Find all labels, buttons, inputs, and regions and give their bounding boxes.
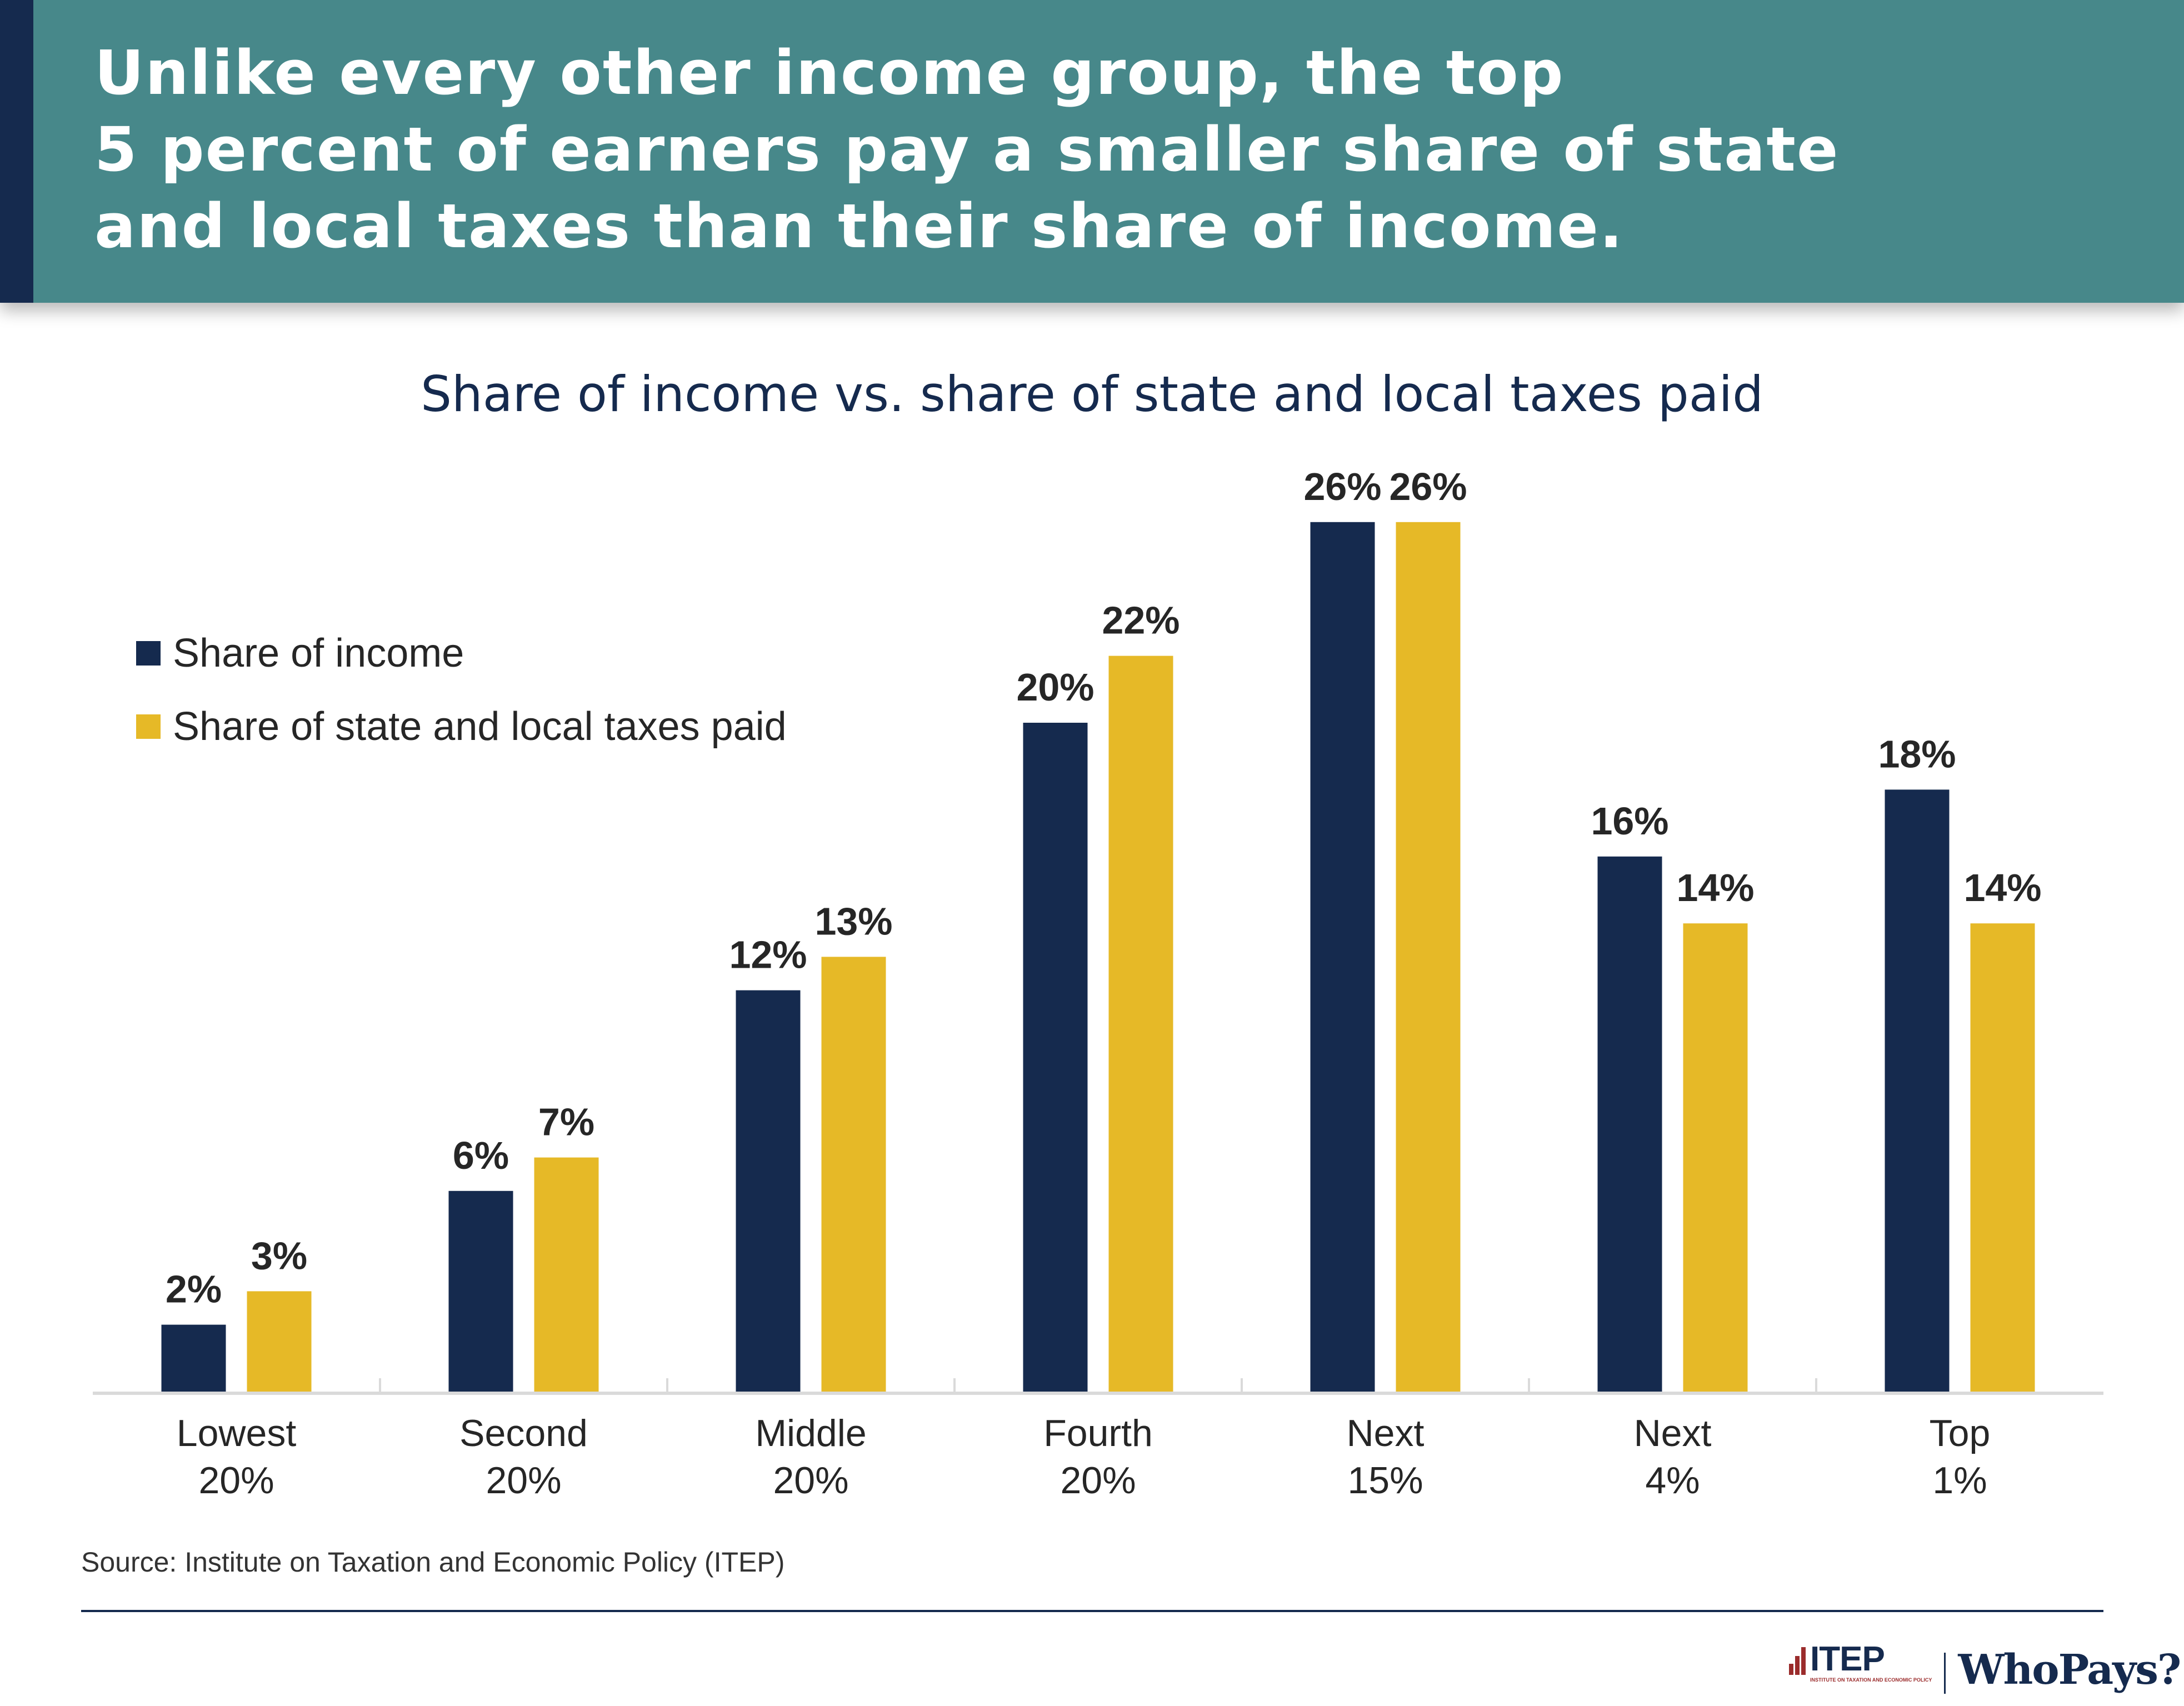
legend-swatch-taxes (136, 714, 161, 739)
x-tick-label: Next (1347, 1412, 1425, 1454)
legend-item-taxes: Share of state and local taxes paid (136, 690, 787, 763)
axis-tick (666, 1378, 668, 1392)
bar-income (1885, 789, 1950, 1392)
data-label-taxes: 7% (538, 1100, 594, 1144)
axis-tick (379, 1378, 381, 1392)
x-tick-label: Second (459, 1412, 588, 1454)
x-tick-label: 20% (773, 1459, 848, 1502)
x-axis-baseline (93, 1392, 2103, 1395)
bar-chart: 2% 3% Lowest 20% 6% 7% Second 20% 12%13% Middle 20… (93, 465, 2103, 1502)
bar-taxes (534, 1157, 599, 1392)
x-tick-label: Lowest (177, 1412, 297, 1454)
axis-tick (1241, 1378, 1243, 1392)
bar-income (161, 1324, 226, 1392)
x-tick-label: Fourth (1043, 1412, 1153, 1454)
itep-logo-subtext: INSTITUTE ON TAXATION AND ECONOMIC POLIC… (1810, 1677, 1932, 1683)
legend-item-income: Share of income (136, 617, 787, 690)
data-label-income: 26% (1303, 465, 1381, 508)
x-tick-label: Middle (755, 1412, 866, 1454)
data-label-income: 18% (1878, 732, 1956, 776)
data-label-taxes: 13% (814, 899, 892, 943)
data-label-taxes: 14% (1963, 866, 2041, 909)
bar-taxes (247, 1291, 312, 1392)
data-label-income: 12% (729, 933, 807, 977)
data-label-taxes: 3% (251, 1234, 307, 1277)
x-tick-label: 20% (1060, 1459, 1136, 1502)
header-accent-stripe (0, 0, 33, 303)
x-tick-label: 1% (1932, 1459, 1987, 1502)
data-label-taxes: 22% (1102, 599, 1180, 642)
headline-line: Unlike every other income group, the top (94, 37, 1565, 108)
data-label-income: 16% (1591, 799, 1668, 843)
bar-taxes (1108, 656, 1173, 1392)
x-tick-label: 15% (1347, 1459, 1423, 1502)
data-label-taxes: 14% (1676, 866, 1754, 909)
bar-taxes (1683, 923, 1748, 1392)
x-tick-label: 4% (1645, 1459, 1700, 1502)
data-label-taxes: 26% (1389, 465, 1467, 508)
bar-income (1310, 522, 1375, 1392)
x-tick-label: 20% (198, 1459, 274, 1502)
x-tick-label: Top (1930, 1412, 1991, 1454)
bar-income (448, 1190, 513, 1392)
whopays-logo: WhoPays? (1958, 1646, 2181, 1694)
x-tick-label: 20% (486, 1459, 561, 1502)
itep-logo-text: ITEP (1810, 1640, 1885, 1678)
bar-income (736, 990, 801, 1392)
axis-tick (953, 1378, 956, 1392)
headline: Unlike every other income group, the top… (94, 34, 1983, 264)
bar-taxes (821, 957, 886, 1392)
headline-line: and local taxes than their share of inco… (94, 191, 1624, 262)
legend-swatch-income (136, 641, 161, 666)
data-label-income: 20% (1016, 666, 1094, 709)
chart-title: Share of income vs. share of state and l… (421, 366, 1763, 423)
legend-label: Share of income (173, 631, 464, 676)
axis-tick (1815, 1378, 1817, 1392)
itep-bars-icon (1789, 1647, 1809, 1675)
bar-income (1597, 856, 1662, 1392)
source-note: Source: Institute on Taxation and Econom… (81, 1547, 785, 1578)
footer-divider (81, 1610, 2103, 1612)
bar-taxes (1396, 522, 1461, 1392)
legend: Share of income Share of state and local… (136, 617, 787, 763)
itep-logo: ITEP INSTITUTE ON TAXATION AND ECONOMIC … (1810, 1630, 1932, 1683)
header-banner: Unlike every other income group, the top… (0, 0, 2184, 303)
headline-line: 5 percent of earners pay a smaller share… (94, 114, 1840, 185)
x-tick-label: Next (1634, 1412, 1712, 1454)
legend-label: Share of state and local taxes paid (173, 704, 787, 749)
data-label-income: 6% (453, 1134, 509, 1177)
bar-income (1023, 723, 1088, 1392)
logo-separator (1944, 1653, 1946, 1694)
data-label-income: 2% (166, 1268, 222, 1311)
footer-logo: ITEP INSTITUTE ON TAXATION AND ECONOMIC … (1789, 1630, 2181, 1694)
bar-taxes (1970, 923, 2035, 1392)
axis-tick (1528, 1378, 1530, 1392)
